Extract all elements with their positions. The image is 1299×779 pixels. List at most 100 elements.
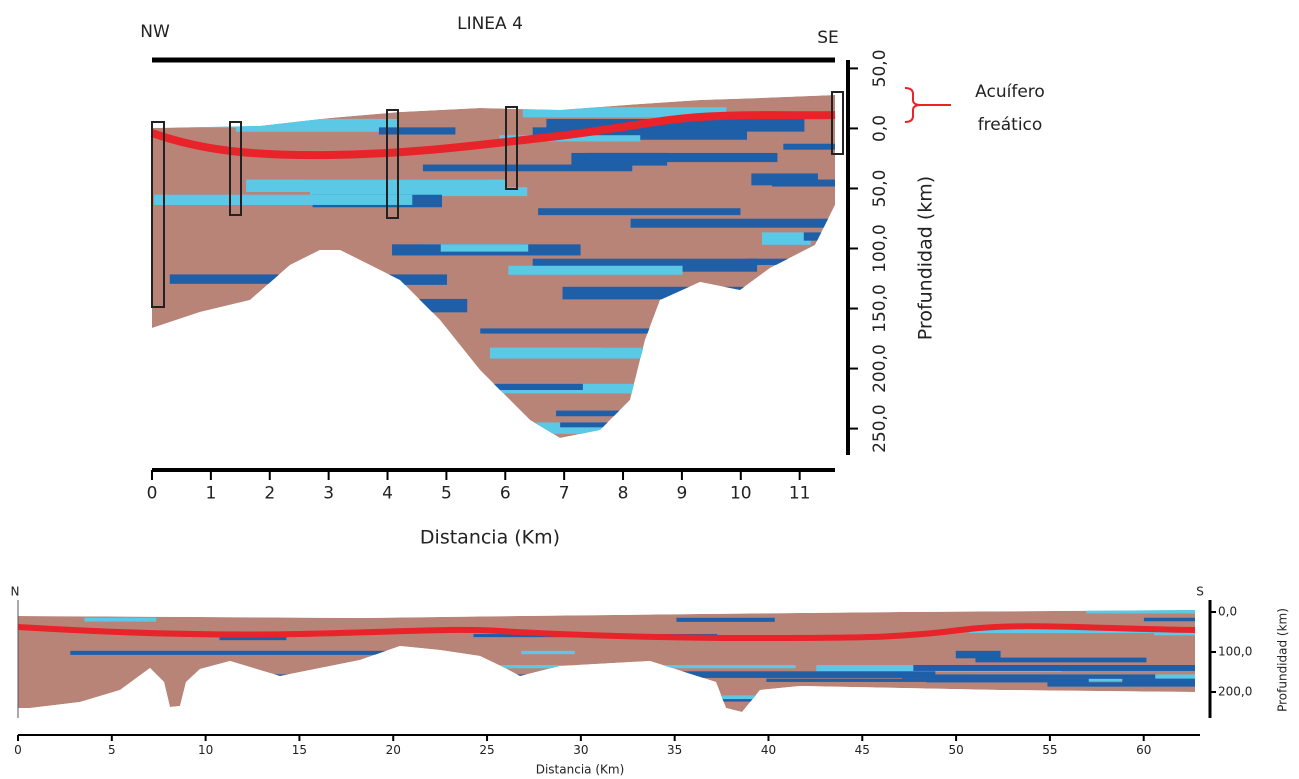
x-tick-label: 35	[667, 743, 682, 757]
stratum	[581, 433, 817, 438]
stratum	[535, 711, 585, 712]
stratum	[680, 298, 816, 308]
stratum	[1122, 678, 1195, 683]
y-tick-label: 100,0	[870, 224, 890, 273]
stratum	[823, 695, 914, 701]
stratum	[969, 628, 1195, 634]
boreholes	[151, 91, 844, 308]
stratum	[783, 143, 835, 150]
x-label: Distancia (Km)	[420, 527, 560, 549]
y-tick-label: 0,0	[870, 115, 890, 142]
stratum	[350, 274, 448, 285]
stratum	[560, 422, 625, 428]
x-tick-label: 40	[761, 743, 776, 757]
stratum	[818, 711, 1092, 712]
y-tick-label: 50,0	[870, 170, 890, 208]
y-label: Profundidad (km)	[915, 176, 937, 340]
stratum	[440, 244, 529, 252]
stratum	[378, 127, 456, 135]
stratum	[508, 265, 683, 275]
water-table	[150, 111, 836, 160]
annotation: freático	[978, 115, 1043, 135]
x-tick-label: 30	[573, 743, 588, 757]
water-table	[17, 623, 1196, 642]
stratum	[448, 383, 583, 391]
x-tick-label: 3	[323, 484, 334, 504]
stratum	[902, 674, 1156, 679]
stratum	[556, 410, 776, 417]
stratum	[751, 173, 818, 186]
stratum	[700, 695, 1140, 700]
y-tick-label: 0,0	[1218, 605, 1237, 619]
x-tick-label: 10	[730, 484, 752, 504]
stratum	[975, 657, 1147, 663]
stratum	[236, 703, 611, 710]
stratum	[1047, 682, 1195, 687]
x-tick-label: 0	[14, 743, 22, 757]
stratum	[262, 674, 534, 680]
stratum	[777, 286, 835, 298]
x-tick-label: 10	[198, 743, 213, 757]
y-tick-label: 50,0	[870, 49, 890, 87]
stratum	[1086, 610, 1195, 614]
stratum	[562, 286, 776, 300]
stratum	[772, 179, 835, 187]
stratum	[1143, 617, 1195, 622]
x-tick-label: 5	[108, 743, 116, 757]
stratum	[399, 664, 796, 669]
left-label: N	[11, 585, 20, 599]
x-tick-label: 55	[1042, 743, 1057, 757]
x-tick-label: 8	[618, 484, 629, 504]
stratum	[494, 439, 731, 447]
stratum	[422, 164, 633, 172]
stratum	[340, 691, 506, 695]
stratum	[713, 391, 835, 402]
stratum	[913, 664, 1195, 671]
stratum	[765, 410, 835, 417]
right-label: S	[1196, 585, 1204, 599]
stratum	[567, 671, 936, 678]
stratum	[761, 232, 811, 245]
x-tick-label: 15	[292, 743, 307, 757]
stratum	[766, 678, 1042, 682]
stratum	[223, 372, 482, 384]
x-tick-label: 60	[1136, 743, 1151, 757]
stratum	[271, 410, 340, 421]
stratum	[630, 218, 835, 228]
stratum	[955, 650, 1001, 659]
left-label: NW	[140, 22, 170, 42]
x-tick-label: 9	[676, 484, 687, 504]
stratum	[480, 328, 758, 334]
x-tick-label: 11	[789, 484, 811, 504]
stratum	[526, 422, 707, 434]
x-tick-label: 7	[559, 484, 570, 504]
stratum	[430, 439, 659, 449]
stratum	[832, 703, 1154, 707]
x-tick-label: 45	[855, 743, 870, 757]
stratum	[380, 711, 727, 712]
stratum	[169, 274, 282, 284]
x-tick-label: 20	[386, 743, 401, 757]
y-tick-label: 150,0	[870, 284, 890, 333]
stratum	[673, 347, 819, 360]
stratum	[460, 685, 539, 692]
x-tick-label: 5	[441, 484, 452, 504]
x-tick-label: 1	[205, 484, 216, 504]
strata	[152, 95, 835, 449]
stratum	[585, 152, 778, 163]
y-label: Profundidad (km)	[1276, 608, 1290, 712]
stratum	[489, 347, 666, 359]
stratum	[154, 194, 413, 205]
stratum	[349, 95, 440, 107]
stratum	[318, 298, 468, 313]
right-label: SE	[817, 28, 839, 48]
bracket	[904, 87, 951, 123]
stratum	[522, 107, 727, 118]
x-label: Distancia (Km)	[536, 763, 625, 777]
annotation: Acuífero	[975, 82, 1045, 102]
stratum	[84, 617, 157, 622]
x-tick-label: 25	[479, 743, 494, 757]
y-tick-label: 200,0	[870, 344, 890, 393]
x-tick-label: 50	[948, 743, 963, 757]
